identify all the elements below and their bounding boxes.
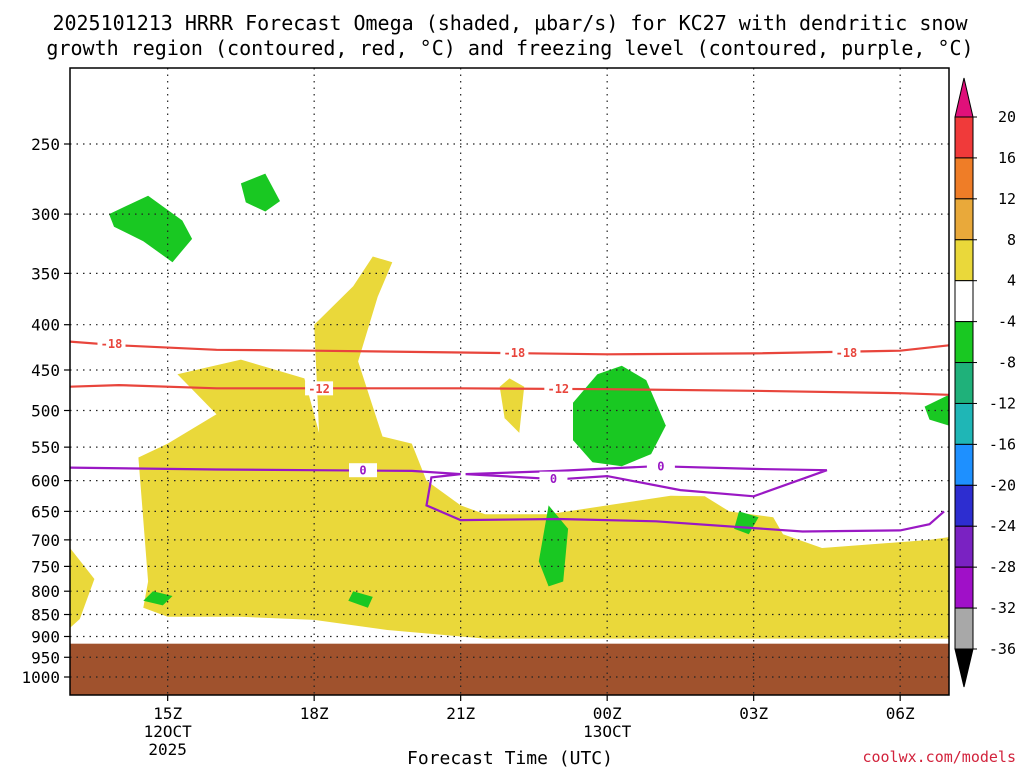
y-axis: 250 300 350 400 450 500 550 600 650 700 750 800 850 9… (21, 135, 70, 687)
y-tick-label-350: 350 (31, 264, 60, 283)
colorbar-swatch-11 (954, 525, 974, 568)
omega-region-5 (240, 173, 280, 212)
omega-region-3 (499, 378, 525, 433)
omega-region-8 (924, 394, 949, 426)
omega-region-2 (70, 548, 95, 628)
y-tick-label-250: 250 (31, 135, 60, 154)
x-tick-label-03Z: 03Z (739, 704, 768, 723)
colorbar-label--32: -32 (989, 599, 1016, 617)
colorbar: 20 16 12 8 4 -4 -8 -12 -16 -20 -24 -28 -32 -36 (954, 77, 1016, 688)
y-tick-label-300: 300 (31, 205, 60, 224)
colorbar-label-20: 20 (998, 108, 1016, 126)
label-minus18-b: -18 (504, 346, 526, 360)
colorbar-top-arrow (954, 77, 974, 118)
y-tick-label-800: 800 (31, 582, 60, 601)
colorbar-swatch-10 (954, 484, 974, 527)
colorbar-swatch-7 (954, 362, 974, 404)
y-tick-label-450: 450 (31, 361, 60, 380)
y-tick-label-600: 600 (31, 472, 60, 491)
colorbar-label-12: 12 (998, 190, 1016, 208)
colorbar-swatch-6 (954, 321, 974, 364)
label-minus12-b-bg (544, 381, 573, 396)
label-freezing-b: 0 (550, 472, 557, 486)
label-minus18-a: -18 (101, 337, 123, 351)
y-tick-label-750: 750 (31, 557, 60, 576)
x-tick-label-21Z: 21Z (446, 704, 475, 723)
colorbar-label--28: -28 (989, 558, 1016, 576)
label-minus18-a-bg (97, 336, 126, 351)
temperature-contours: -18 -18 -18 -12 -12 0 0 0 (69, 336, 950, 533)
colorbar-label--12: -12 (989, 394, 1016, 412)
terrain (70, 643, 949, 695)
label-freezing-c: 0 (657, 460, 664, 474)
omega-region-10 (143, 591, 173, 606)
colorbar-swatch-2 (954, 157, 974, 200)
chart-title-line2: growth region (contoured, red, °C) and f… (46, 36, 973, 60)
y-tick-label-550: 550 (31, 438, 60, 457)
y-tick-label-650: 650 (31, 502, 60, 521)
y-tick-label-850: 850 (31, 606, 60, 625)
label-minus18-b-bg (500, 345, 529, 360)
x-tick-label-15Z: 15Z (153, 704, 182, 723)
colorbar-swatch-13 (954, 607, 974, 650)
colorbar-label--16: -16 (989, 435, 1016, 453)
chart-title-line1: 2025101213 HRRR Forecast Omega (shaded, … (52, 11, 968, 35)
colorbar-label--36: -36 (989, 640, 1016, 658)
y-tick-label-900: 900 (31, 627, 60, 646)
label-minus12-b: -12 (547, 382, 569, 396)
omega-region-11 (348, 591, 373, 608)
y-tick-label-1000: 1000 (21, 668, 60, 687)
dgz-contour-2 (69, 383, 950, 396)
x-tick-date-15Z: 12OCT (144, 722, 193, 741)
x-axis-title: Forecast Time (UTC) (407, 748, 613, 768)
y-tick-label-400: 400 (31, 316, 60, 335)
freezing-contour-2 (465, 465, 828, 498)
colorbar-label--8: -8 (998, 354, 1016, 372)
label-freezing-b-bg (539, 471, 568, 486)
freezing-contour-1 (69, 466, 945, 533)
x-tick-date-00Z: 13OCT (583, 722, 632, 741)
colorbar-bottom-arrow (954, 648, 974, 688)
label-minus12-a-bg (305, 381, 334, 396)
colorbar-swatch-1 (954, 116, 974, 159)
colorbar-label-16: 16 (998, 149, 1016, 167)
label-freezing-a-bg (349, 463, 377, 478)
colorbar-label--20: -20 (989, 476, 1016, 494)
colorbar-label-4: 4 (1007, 272, 1016, 290)
omega-region-7 (538, 505, 569, 587)
y-tick-label-500: 500 (31, 402, 60, 421)
x-tick-label-00Z: 00Z (593, 704, 622, 723)
x-tick-label-18Z: 18Z (300, 704, 329, 723)
label-freezing-a: 0 (359, 464, 366, 478)
label-minus18-c-bg (832, 345, 861, 360)
colorbar-swatch-4 (954, 239, 974, 282)
plot-frame (69, 67, 950, 696)
colorbar-swatch-12 (954, 566, 974, 609)
plot-area: -18 -18 -18 -12 -12 0 0 0 (69, 67, 950, 696)
label-freezing-c-bg (646, 459, 675, 474)
x-tick-year-15Z: 2025 (148, 740, 187, 759)
credit-link[interactable]: coolwx.com/models (862, 748, 1016, 766)
y-tick-label-950: 950 (31, 648, 60, 667)
colorbar-swatch-8 (954, 402, 974, 445)
omega-region-6 (573, 365, 666, 467)
colorbar-label-8: 8 (1007, 231, 1016, 249)
label-minus12-a: -12 (308, 382, 330, 396)
x-tick-label-06Z: 06Z (886, 704, 915, 723)
omega-region-4 (109, 195, 193, 263)
colorbar-swatch-3 (954, 198, 974, 241)
terrain-block (70, 643, 949, 695)
label-minus18-c: -18 (836, 346, 858, 360)
colorbar-label--24: -24 (989, 517, 1016, 535)
colorbar-swatch-5 (954, 280, 974, 323)
y-tick-label-700: 700 (31, 531, 60, 550)
colorbar-swatch-9 (954, 443, 974, 486)
omega-region-9 (734, 511, 759, 535)
colorbar-label--4: -4 (998, 313, 1016, 331)
